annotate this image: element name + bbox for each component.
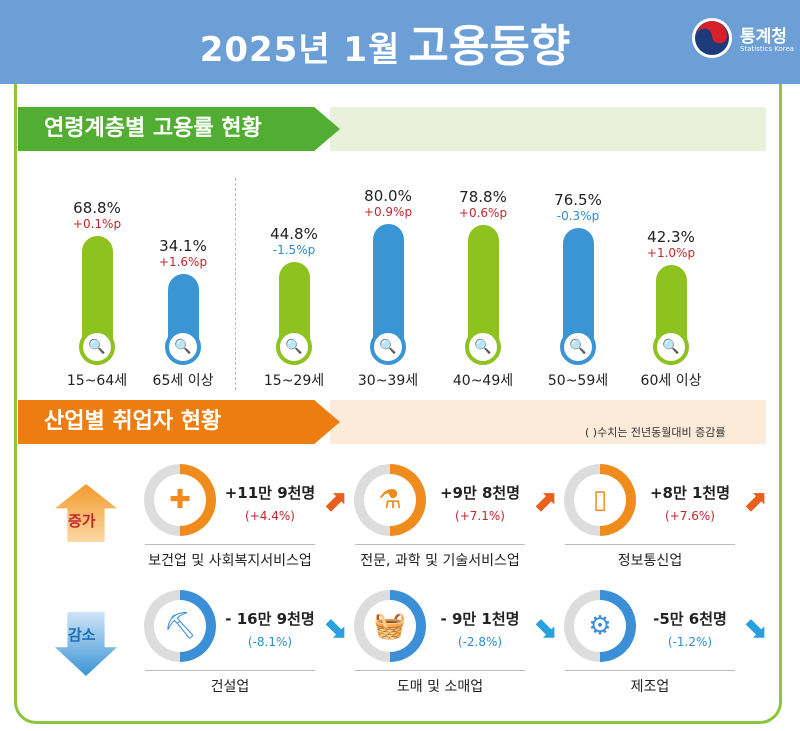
divider-line xyxy=(145,544,315,545)
trend-arrow-icon: ⬊ xyxy=(532,610,558,645)
value-label: 68.8% xyxy=(73,199,121,217)
category-label: 30~39세 xyxy=(357,373,419,389)
increase-label: 증가 xyxy=(68,512,96,530)
content-card xyxy=(14,84,782,724)
page-title: 2025년 1월 고용동향 xyxy=(199,21,571,72)
change-label: +1.0%p xyxy=(646,245,696,260)
item-value: -5만 6천명 xyxy=(653,610,727,628)
bar xyxy=(373,223,404,347)
item-value: +11만 9천명 xyxy=(224,484,316,502)
divider xyxy=(235,178,236,390)
header: 2025년 1월 고용동향 통계청 Statistics Korea xyxy=(0,0,800,84)
change-label: +0.9%p xyxy=(363,204,413,219)
category-label: 40~49세 xyxy=(452,373,514,389)
industry-name: 도매 및 소매업 xyxy=(396,679,484,695)
item-percent: (-2.8%) xyxy=(457,635,503,649)
report-search-icon: 🔍 xyxy=(79,329,115,365)
section2-banner-bg xyxy=(330,400,766,444)
donut: ▯ xyxy=(564,464,636,536)
report-search-icon: 🔍 xyxy=(370,329,406,365)
donut: ✚ xyxy=(144,464,216,536)
value-label: 44.8% xyxy=(270,225,318,244)
value-label: 34.1% xyxy=(159,236,207,255)
donut: ⚗ xyxy=(354,464,426,536)
donut: ⚙ xyxy=(564,590,636,662)
value-label: 76.5% xyxy=(554,190,602,209)
divider-line xyxy=(565,544,735,545)
divider-line xyxy=(145,670,315,671)
category-label: 65세 이상 xyxy=(152,373,214,389)
divider-line xyxy=(565,670,735,671)
trend-arrow-icon: ⬈ xyxy=(322,484,348,519)
item-value: - 9만 1천명 xyxy=(440,610,520,628)
change-label: +0.1%p xyxy=(72,217,122,231)
statistics-korea-logo-icon xyxy=(692,18,732,58)
divider-line xyxy=(355,670,525,671)
change-label: +0.6%p xyxy=(458,206,508,221)
section1-banner-bg xyxy=(330,107,766,151)
note: ( )수치는 전년동월대비 증감률 xyxy=(585,426,726,439)
bar xyxy=(82,236,113,347)
category-label: 15~64세 xyxy=(66,373,128,389)
divider-line xyxy=(355,544,525,545)
value-label: 80.0% xyxy=(364,186,412,205)
trend-arrow-icon: ⬊ xyxy=(322,610,348,645)
donut: 🧺 xyxy=(354,590,426,662)
change-label: -1.5%p xyxy=(272,243,316,258)
item-percent: (-1.2%) xyxy=(667,635,713,649)
change-label: -0.3%p xyxy=(556,208,600,223)
basket-icon: 🧺 xyxy=(364,600,416,652)
section1-title: 연령계층별 고용률 현황 xyxy=(18,107,340,151)
logo-subtext: Statistics Korea xyxy=(740,45,795,53)
trend-arrow-icon: ⬈ xyxy=(532,484,558,519)
item-value: +9만 8천명 xyxy=(439,484,521,502)
medical-kit-icon: ✚ xyxy=(154,474,206,526)
bar xyxy=(563,227,594,347)
bar xyxy=(468,225,499,347)
donut: ⛏ xyxy=(144,590,216,662)
excavator-icon: ⛏ xyxy=(154,600,206,652)
industry-name: 제조업 xyxy=(630,679,670,695)
item-percent: (+7.1%) xyxy=(455,509,505,523)
trend-arrow-icon: ⬈ xyxy=(742,484,768,519)
value-label: 78.8% xyxy=(459,188,507,207)
change-label: +1.6%p xyxy=(158,254,208,269)
flask-icon: ⚗ xyxy=(364,474,416,526)
item-value: - 16만 9천명 xyxy=(225,610,315,628)
category-label: 60세 이상 xyxy=(640,373,702,389)
report-search-icon: 🔍 xyxy=(560,329,596,365)
report-search-icon: 🔍 xyxy=(276,329,312,365)
item-percent: (+4.4%) xyxy=(245,509,295,523)
category-label: 15~29세 xyxy=(263,373,325,389)
category-label: 50~59세 xyxy=(547,373,609,389)
decrease-label: 감소 xyxy=(68,626,96,644)
report-search-icon: 🔍 xyxy=(653,329,689,365)
report-search-icon: 🔍 xyxy=(165,329,201,365)
industry-name: 정보통신업 xyxy=(617,553,683,569)
value-label: 42.3% xyxy=(647,227,695,246)
trend-arrow-icon: ⬊ xyxy=(742,610,768,645)
item-percent: (+7.6%) xyxy=(665,509,715,523)
gear-icon: ⚙ xyxy=(574,600,626,652)
logo-text: 통계청 xyxy=(740,27,787,47)
section2-title: 산업별 취업자 현황 xyxy=(18,400,340,444)
industry-name: 전문, 과학 및 기술서비스업 xyxy=(360,553,520,569)
industry-name: 보건업 및 사회복지서비스업 xyxy=(148,553,312,569)
report-search-icon: 🔍 xyxy=(465,329,501,365)
item-value: +8만 1천명 xyxy=(649,484,731,502)
phone-icon: ▯ xyxy=(574,474,626,526)
item-percent: (-8.1%) xyxy=(247,635,293,649)
industry-name: 건설업 xyxy=(210,679,250,695)
